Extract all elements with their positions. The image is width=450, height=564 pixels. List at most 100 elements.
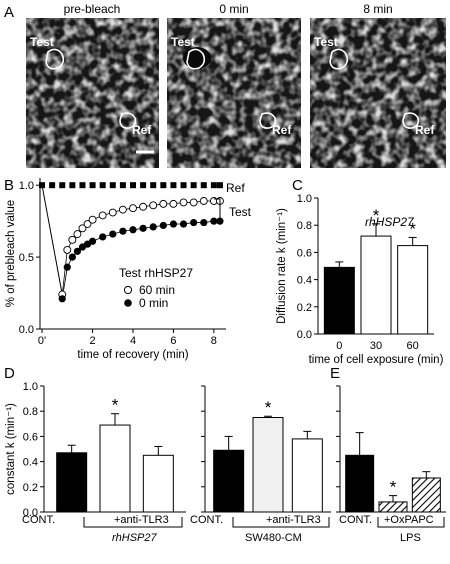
- roi-ref-label: Ref: [415, 123, 435, 137]
- point-ref: [130, 182, 136, 189]
- micrograph-pre-bleach: pre-bleach: [26, 18, 159, 168]
- point-60min: [73, 230, 82, 239]
- bar: [323, 266, 355, 335]
- roi-ref-label: Ref: [132, 123, 152, 137]
- micrograph-title: 8 min: [363, 2, 392, 16]
- x-tick-label: 0: [336, 340, 342, 352]
- point-ref: [150, 182, 157, 189]
- legend-label-0min: 0 min: [139, 296, 168, 310]
- point-60min: [83, 220, 92, 228]
- x-tick-label: 8: [211, 335, 217, 347]
- bar: [378, 501, 408, 513]
- point-0min: [200, 218, 208, 227]
- bar: [99, 424, 131, 513]
- y-tick-label: 0.4: [297, 275, 312, 287]
- point-60min: [199, 197, 208, 205]
- y-tick-label: 0.4: [23, 457, 38, 469]
- d1-group-label: rhHSP27: [112, 532, 158, 544]
- legend-test-label: Test: [229, 205, 252, 219]
- significance-mark: *: [409, 219, 416, 238]
- panel-letter-e: E: [330, 365, 340, 382]
- roi-test-label: Test: [171, 35, 195, 49]
- point-0min: [109, 230, 117, 238]
- y-axis-label: Diffusion rate k (min⁻¹): [276, 208, 288, 324]
- panel-a-images: pre-bleach pre-bleach 0 min 8 min Test T…: [26, 2, 446, 168]
- point-0min: [119, 227, 127, 235]
- micrograph-0-min: [167, 18, 301, 168]
- point-ref: [69, 182, 76, 189]
- d1-group-bracket: [83, 517, 183, 528]
- point-ref: [99, 182, 106, 189]
- point-0min: [88, 237, 97, 245]
- point-60min: [118, 205, 127, 214]
- e-cont-label: CONT.: [339, 514, 372, 526]
- bar: [345, 454, 375, 513]
- d2-cont-label: CONT.: [190, 514, 223, 526]
- chart-c-title: rhHSP27: [365, 215, 415, 229]
- point-60min: [169, 199, 178, 208]
- y-tick-label: 0.2: [297, 302, 312, 314]
- point-ref: [79, 182, 86, 189]
- point-ref: [190, 182, 197, 189]
- roi-test-label: Test: [314, 35, 338, 49]
- point-ref: [216, 182, 223, 189]
- bar: [411, 477, 441, 513]
- x-tick-label: 0': [38, 335, 46, 347]
- panel-letter-a: A: [4, 4, 14, 21]
- bar: [360, 235, 392, 335]
- legend-marker-filled: [124, 299, 132, 307]
- y-tick-label: 1.0: [23, 381, 38, 393]
- d2-group-label: SW480-CM: [245, 532, 302, 544]
- roi-ref-label: Ref: [272, 123, 292, 137]
- point-ref: [210, 182, 217, 189]
- x-tick-label: 30: [370, 340, 382, 352]
- point-60min: [129, 204, 137, 213]
- bar: [56, 452, 88, 513]
- point-0min: [63, 263, 71, 271]
- bar: [252, 417, 284, 513]
- y-axis-label: constant k (min⁻¹): [5, 403, 17, 495]
- significance-mark: *: [373, 206, 380, 225]
- point-ref: [59, 182, 66, 189]
- point-60min: [139, 202, 148, 211]
- panel-letter-c: C: [292, 177, 303, 194]
- point-ref: [39, 182, 46, 189]
- y-tick-label: 0.8: [297, 220, 312, 232]
- bar: [213, 449, 245, 513]
- legend-marker-open: [123, 285, 133, 295]
- y-tick-label: 0.6: [297, 247, 312, 259]
- point-60min: [189, 198, 198, 207]
- point-ref: [140, 182, 147, 189]
- x-tick-label: 4: [130, 335, 136, 347]
- d2-group-bracket: [232, 517, 330, 528]
- d1-anti-tlr3-label: +anti-TLR3: [114, 514, 169, 526]
- y-tick-label: 0.0: [23, 507, 38, 519]
- y-tick-label: 0.6: [23, 431, 38, 443]
- y-tick-label: 0.0: [297, 329, 312, 341]
- y-tick-label: 0.2: [23, 482, 38, 494]
- chart-d-sw480cm: *: [201, 385, 331, 513]
- y-tick-label: 0.5: [19, 252, 34, 264]
- drop-line: [41, 185, 63, 295]
- point-60min: [78, 224, 87, 233]
- point-ref: [160, 182, 167, 189]
- point-ref: [170, 182, 177, 189]
- e-group-label: LPS: [400, 532, 421, 544]
- y-tick-label: 0.0: [19, 324, 34, 336]
- point-60min: [149, 201, 158, 210]
- d1-cont-label: CONT.: [22, 514, 55, 526]
- x-axis-label: time of cell exposure (min): [309, 354, 444, 366]
- point-0min: [149, 223, 157, 231]
- panel-letter-d: D: [4, 365, 15, 382]
- point-0min: [190, 218, 198, 227]
- bar: [142, 454, 174, 513]
- point-ref: [89, 182, 96, 189]
- point-60min: [108, 208, 117, 217]
- roi-test-label: Test: [30, 35, 54, 49]
- x-tick-label: 6: [170, 335, 176, 347]
- roi-test-outline: [45, 48, 349, 70]
- e-group-bracket: [377, 517, 445, 528]
- point-0min: [58, 295, 66, 303]
- chart-b-frap-recovery: 0.0 0.5 1.0 0' 2 4 6 8 time of recovery (min) % o…: [5, 178, 226, 361]
